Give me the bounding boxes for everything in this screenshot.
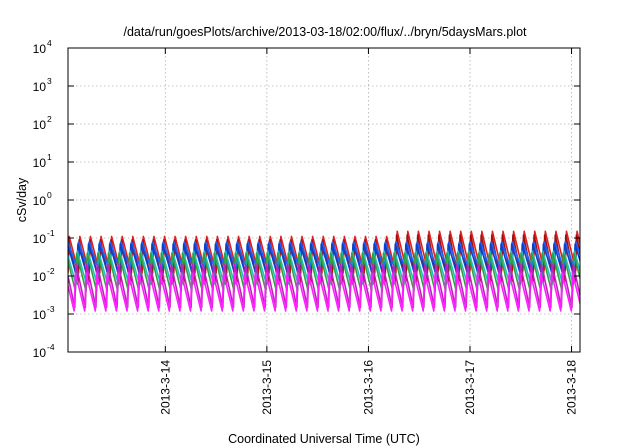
- y-axis-label: cSv/day: [15, 177, 29, 222]
- chart-title: /data/run/goesPlots/archive/2013-03-18/0…: [123, 25, 527, 39]
- y-tick-exponent: 2: [47, 114, 52, 124]
- y-tick-base: 10: [33, 156, 47, 170]
- y-tick-label: 10: [33, 156, 47, 170]
- y-tick-exponent: -1: [47, 228, 55, 238]
- y-tick-label: 10: [33, 346, 47, 360]
- y-tick-exponent: 1: [47, 152, 52, 162]
- y-tick-base: 10: [33, 194, 47, 208]
- x-tick-label: 2013-3-18: [565, 360, 579, 415]
- y-tick-label: 10: [33, 194, 47, 208]
- y-tick-base: 10: [33, 80, 47, 94]
- series-group: [68, 230, 580, 312]
- y-tick-exponent: 4: [47, 38, 52, 48]
- y-tick-base: 10: [33, 118, 47, 132]
- x-tick-label: 2013-3-15: [260, 360, 274, 415]
- y-tick-base: 10: [33, 308, 47, 322]
- y-tick-exponent: -3: [47, 304, 55, 314]
- y-tick-base: 10: [33, 346, 47, 360]
- grid-lines: [68, 48, 580, 352]
- y-tick-base: 10: [33, 232, 47, 246]
- x-axis-ticks: 2013-3-14 2013-3-15 2013-3-16 2013-3-17 2013…: [158, 48, 579, 415]
- x-axis-label: Coordinated Universal Time (UTC): [228, 432, 420, 446]
- y-tick-label: 10: [33, 80, 47, 94]
- y-tick-base: 10: [33, 270, 47, 284]
- x-tick-label: 2013-3-17: [463, 360, 477, 415]
- y-tick-exponent: 0: [47, 190, 52, 200]
- y-tick-label: 10: [33, 270, 47, 284]
- y-tick-label: 10: [33, 232, 47, 246]
- y-tick-base: 10: [33, 42, 47, 56]
- y-tick-label: 10: [33, 308, 47, 322]
- y-tick-exponent: -4: [47, 342, 55, 352]
- y-tick-label: 10: [33, 42, 47, 56]
- x-tick-label: 2013-3-16: [361, 360, 375, 415]
- y-tick-exponent: 3: [47, 76, 52, 86]
- y-tick-exponent: -2: [47, 266, 55, 276]
- x-tick-label: 2013-3-14: [158, 360, 172, 415]
- series-line: [68, 272, 580, 312]
- y-tick-label: 10: [33, 118, 47, 132]
